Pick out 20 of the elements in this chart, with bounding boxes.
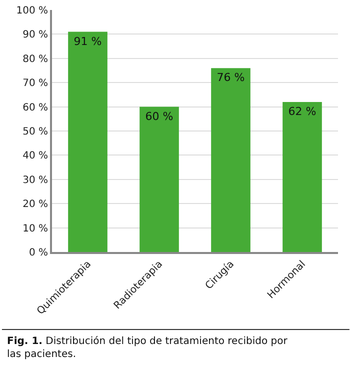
y-tick-label: 70 % xyxy=(22,78,48,90)
data-label: 60 % xyxy=(145,110,174,123)
data-label: 62 % xyxy=(288,104,316,118)
caption: Fig. 1. Distribución del tipo de tratamiento recibido por las pacientes. xyxy=(7,336,288,360)
data-label: 91 % xyxy=(74,34,102,48)
bar xyxy=(211,68,250,252)
y-tick-label: 90 % xyxy=(22,30,48,41)
y-tick-label: 80 % xyxy=(22,54,48,65)
bar xyxy=(68,32,108,252)
y-tick-label: 60 % xyxy=(22,102,48,114)
bar xyxy=(140,106,179,252)
y-tick-label: 10 % xyxy=(22,223,48,234)
y-tick-label: 100 % xyxy=(16,6,48,16)
y-tick-label: 0 % xyxy=(28,248,48,258)
bar xyxy=(282,102,322,252)
y-tick-label: 20 % xyxy=(22,199,48,210)
y-tick-label: 40 % xyxy=(22,150,48,162)
y-tick-label: 50 % xyxy=(22,126,48,138)
data-label: 76 % xyxy=(216,71,245,84)
y-tick-label: 30 % xyxy=(22,174,48,186)
